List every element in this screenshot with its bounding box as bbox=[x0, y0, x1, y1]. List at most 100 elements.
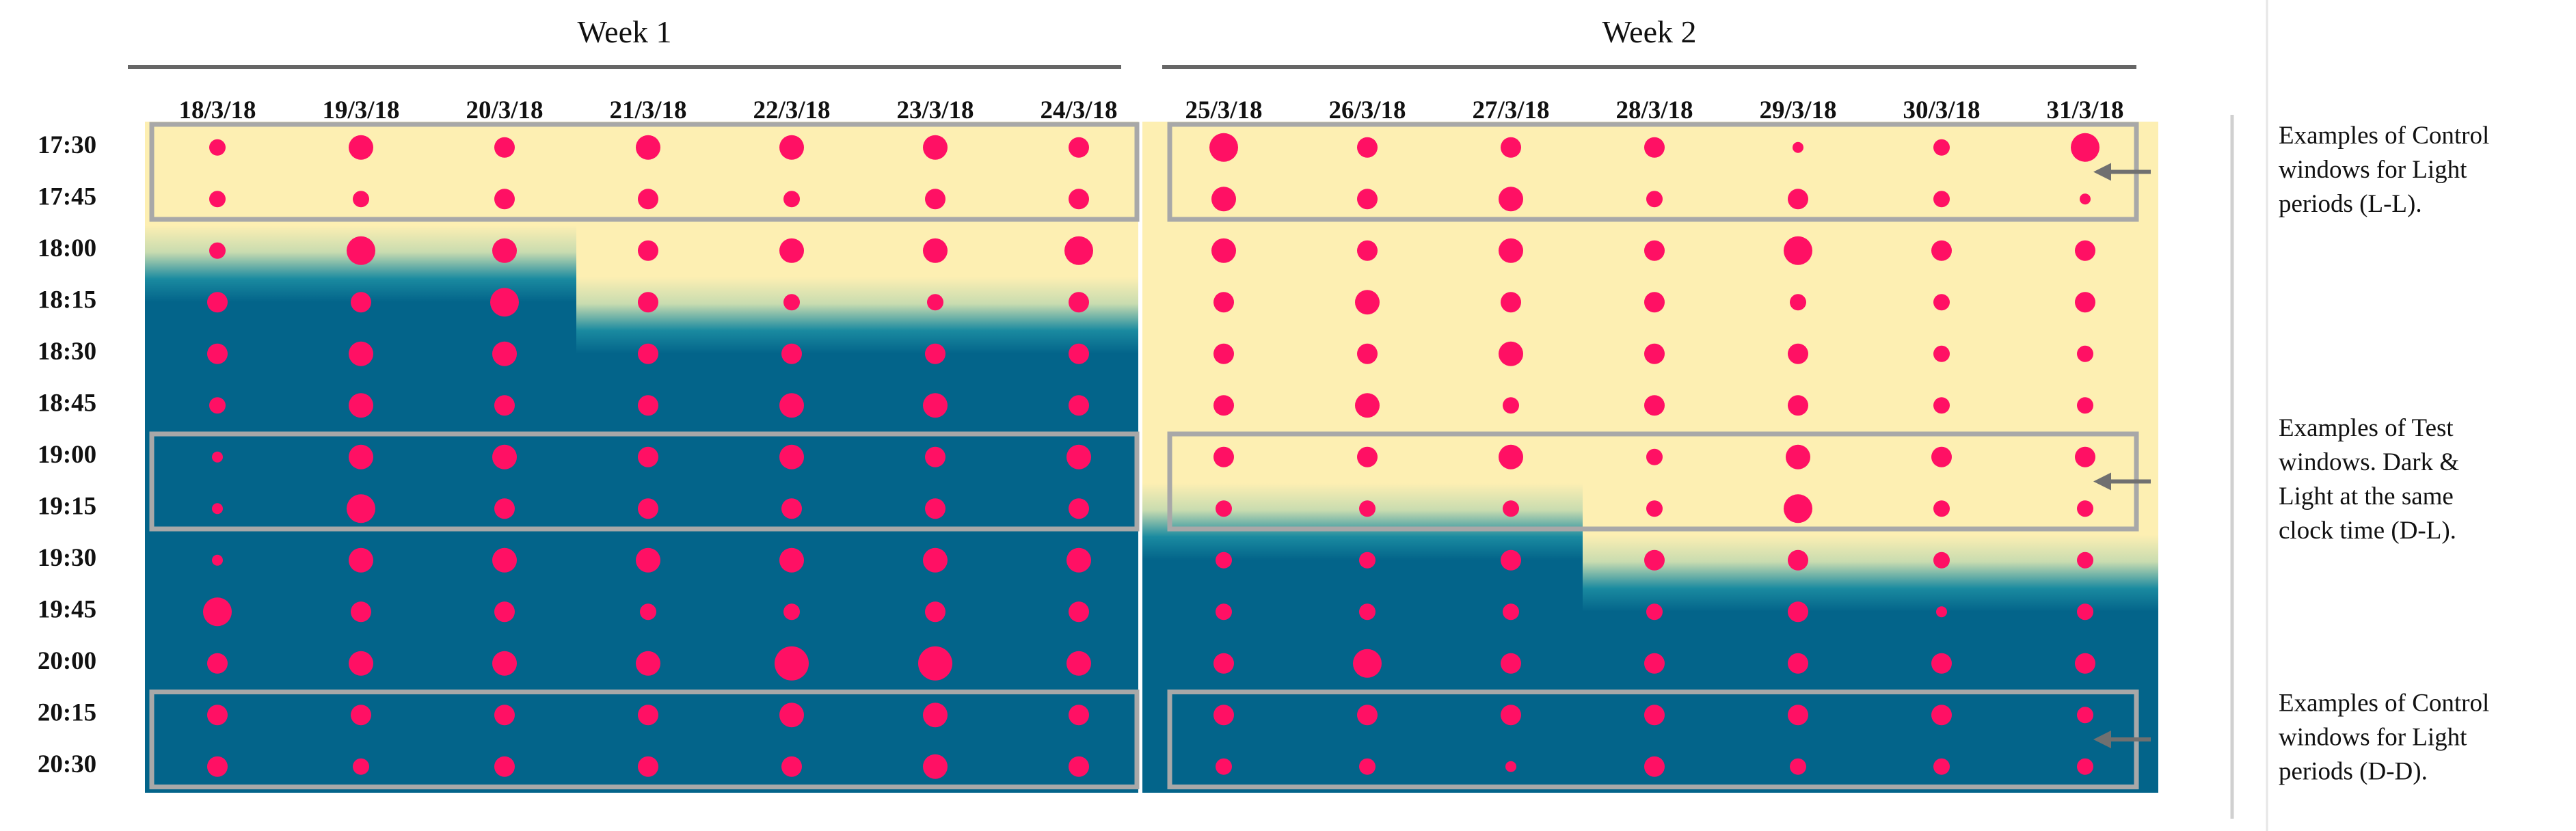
bubble-mark bbox=[1069, 705, 1089, 726]
date-label: 31/3/18 bbox=[2046, 96, 2123, 124]
bubble-mark bbox=[492, 444, 517, 469]
bubble-mark bbox=[1216, 758, 1232, 775]
bubble-mark bbox=[783, 603, 800, 621]
bubble-mark bbox=[1359, 603, 1376, 621]
date-label: 19/3/18 bbox=[322, 96, 399, 124]
bubble-mark bbox=[1069, 343, 1089, 364]
annotation-line: clock time (D-L). bbox=[2279, 517, 2456, 545]
bubble-mark bbox=[1933, 551, 1950, 569]
bubble-mark bbox=[1499, 187, 1523, 212]
bubble-mark bbox=[1933, 294, 1950, 311]
bubble-mark bbox=[636, 651, 660, 676]
bubble-mark bbox=[1213, 653, 1234, 674]
annotation-arrow-head bbox=[2093, 163, 2111, 181]
bubble-mark bbox=[1359, 500, 1376, 517]
bubble-mark bbox=[1788, 343, 1808, 364]
bubble-mark bbox=[638, 189, 658, 210]
time-label: 17:30 bbox=[38, 131, 96, 159]
bubble-mark bbox=[1503, 603, 1519, 621]
bubble-mark bbox=[923, 393, 948, 418]
annotation-line: Examples of Control bbox=[2279, 122, 2489, 150]
date-label: 30/3/18 bbox=[1903, 96, 1980, 124]
bubble-mark bbox=[638, 240, 658, 261]
bubble-mark bbox=[640, 603, 656, 621]
bubble-mark bbox=[638, 343, 658, 364]
bubble-mark bbox=[1216, 603, 1232, 621]
bubble-mark bbox=[1357, 240, 1378, 261]
bubble-mark bbox=[781, 343, 802, 364]
annotation-line: Light at the same bbox=[2279, 482, 2454, 510]
date-label: 21/3/18 bbox=[609, 96, 686, 124]
bubble-mark bbox=[1069, 189, 1089, 210]
bubble-mark bbox=[1355, 290, 1380, 315]
bubble-mark bbox=[925, 343, 945, 364]
bubble-mark bbox=[1644, 756, 1665, 777]
bubble-mark bbox=[925, 498, 945, 519]
bubble-mark bbox=[212, 451, 223, 463]
bubble-mark bbox=[2071, 133, 2099, 162]
bubble-mark bbox=[1355, 393, 1380, 418]
bubble-mark bbox=[1499, 238, 1523, 263]
bubble-mark bbox=[1064, 236, 1093, 265]
bubble-mark bbox=[779, 135, 804, 160]
bubble-mark bbox=[636, 135, 660, 160]
bubble-mark bbox=[1646, 191, 1663, 208]
date-label: 27/3/18 bbox=[1472, 96, 1549, 124]
bubble-mark bbox=[1499, 444, 1523, 469]
bubble-mark bbox=[349, 651, 373, 676]
bubble-mark bbox=[923, 135, 948, 160]
bubble-mark bbox=[1788, 189, 1808, 210]
annotation-line: windows for Light bbox=[2279, 156, 2467, 184]
bubble-mark bbox=[2077, 500, 2093, 517]
bubble-mark bbox=[212, 503, 223, 515]
annotation-text-d-d: Examples of Control windows for Light peri… bbox=[2279, 689, 2489, 785]
bubble-mark bbox=[1933, 397, 1950, 414]
bubble-mark bbox=[918, 646, 952, 681]
bubble-mark bbox=[1790, 758, 1806, 775]
bubble-mark bbox=[1503, 397, 1519, 414]
bubble-mark bbox=[1357, 705, 1378, 726]
bubble-mark bbox=[347, 236, 375, 265]
bubble-mark bbox=[783, 191, 800, 208]
bubble-mark bbox=[1216, 551, 1232, 569]
time-label: 18:00 bbox=[38, 234, 96, 262]
bubble-mark bbox=[1213, 395, 1234, 416]
bubble-mark bbox=[1644, 292, 1665, 313]
bubble-mark bbox=[779, 393, 804, 418]
annotation-line: Examples of Control bbox=[2279, 689, 2489, 717]
bubble-mark bbox=[1936, 606, 1947, 618]
bubble-mark bbox=[779, 703, 804, 728]
time-label: 19:15 bbox=[38, 493, 96, 521]
bubble-mark bbox=[775, 646, 809, 681]
bubble-mark bbox=[347, 494, 375, 523]
annotation-arrow-head bbox=[2093, 472, 2111, 491]
bubble-mark bbox=[1644, 240, 1665, 261]
bubble-mark bbox=[638, 395, 658, 416]
bubble-mark bbox=[923, 754, 948, 779]
bubble-mark bbox=[1933, 500, 1950, 517]
bubble-mark bbox=[1790, 294, 1806, 311]
bubble-mark bbox=[351, 292, 371, 313]
date-label: 24/3/18 bbox=[1040, 96, 1117, 124]
bubble-mark bbox=[492, 238, 517, 263]
bubble-mark bbox=[1069, 292, 1089, 313]
bubble-mark bbox=[1357, 189, 1378, 210]
bubble-mark bbox=[925, 189, 945, 210]
bubble-mark bbox=[1357, 446, 1378, 467]
bubble-mark bbox=[2075, 446, 2095, 467]
bubble-mark bbox=[492, 651, 517, 676]
bubble-mark bbox=[779, 444, 804, 469]
annotation-line: windows for Light bbox=[2279, 723, 2467, 751]
bubble-mark bbox=[212, 554, 223, 566]
bubble-mark bbox=[1788, 601, 1808, 623]
bubble-mark bbox=[779, 547, 804, 573]
bubble-mark bbox=[1933, 139, 1950, 156]
bubble-mark bbox=[636, 547, 660, 573]
bubble-mark bbox=[207, 292, 228, 313]
bubble-mark bbox=[2080, 193, 2091, 205]
bubble-mark bbox=[351, 705, 371, 726]
bubble-mark bbox=[923, 238, 948, 263]
bubble-mark bbox=[1503, 500, 1519, 517]
bubble-mark bbox=[1066, 547, 1091, 573]
bubble-mark bbox=[1788, 549, 1808, 571]
